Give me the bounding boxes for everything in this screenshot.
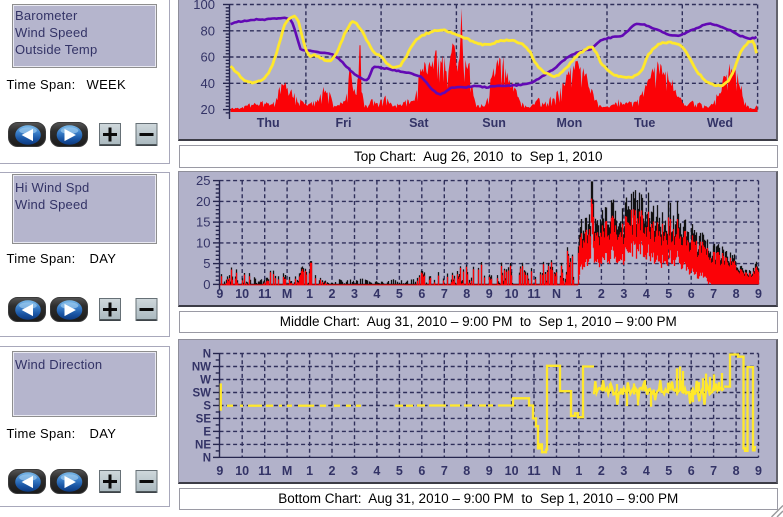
svg-text:2: 2 bbox=[598, 464, 605, 478]
svg-text:7: 7 bbox=[710, 464, 717, 478]
svg-text:5: 5 bbox=[396, 287, 403, 301]
svg-text:Wed: Wed bbox=[707, 116, 733, 130]
svg-text:3: 3 bbox=[351, 287, 358, 301]
svg-text:Sun: Sun bbox=[482, 116, 506, 130]
svg-text:6: 6 bbox=[418, 464, 425, 478]
svg-text:SE: SE bbox=[196, 413, 212, 425]
svg-text:25: 25 bbox=[196, 173, 210, 188]
svg-text:M: M bbox=[282, 287, 292, 301]
svg-text:5: 5 bbox=[396, 464, 403, 478]
svg-text:10: 10 bbox=[505, 287, 519, 301]
svg-text:1: 1 bbox=[306, 464, 313, 478]
svg-text:3: 3 bbox=[620, 464, 627, 478]
svg-text:Sat: Sat bbox=[409, 116, 429, 130]
svg-text:6: 6 bbox=[418, 287, 425, 301]
svg-text:9: 9 bbox=[755, 464, 762, 478]
svg-text:SW: SW bbox=[192, 388, 211, 400]
svg-text:10: 10 bbox=[196, 235, 210, 250]
svg-text:0: 0 bbox=[203, 277, 210, 292]
svg-text:11: 11 bbox=[527, 287, 540, 301]
svg-text:1: 1 bbox=[575, 287, 582, 301]
svg-text:5: 5 bbox=[665, 287, 672, 301]
svg-text:Fri: Fri bbox=[336, 116, 352, 130]
svg-text:Thu: Thu bbox=[257, 116, 280, 130]
svg-text:4: 4 bbox=[643, 464, 650, 478]
svg-text:S: S bbox=[203, 401, 211, 413]
svg-text:5: 5 bbox=[665, 464, 672, 478]
svg-text:N: N bbox=[203, 452, 211, 464]
svg-text:9: 9 bbox=[486, 287, 493, 301]
svg-text:100: 100 bbox=[193, 0, 215, 12]
svg-text:10: 10 bbox=[235, 464, 249, 478]
svg-text:1: 1 bbox=[575, 464, 582, 478]
svg-text:20: 20 bbox=[201, 102, 215, 117]
svg-text:W: W bbox=[200, 375, 211, 387]
svg-text:4: 4 bbox=[373, 464, 380, 478]
svg-text:N: N bbox=[552, 464, 561, 478]
svg-text:4: 4 bbox=[373, 287, 380, 301]
svg-text:8: 8 bbox=[463, 464, 470, 478]
svg-text:9: 9 bbox=[216, 464, 223, 478]
svg-text:8: 8 bbox=[733, 464, 740, 478]
svg-text:8: 8 bbox=[463, 287, 470, 301]
svg-text:11: 11 bbox=[527, 464, 540, 478]
svg-text:9: 9 bbox=[755, 287, 762, 301]
svg-text:10: 10 bbox=[235, 287, 249, 301]
svg-text:Tue: Tue bbox=[634, 116, 655, 130]
svg-text:7: 7 bbox=[441, 464, 448, 478]
svg-text:NW: NW bbox=[192, 362, 211, 374]
svg-text:40: 40 bbox=[201, 76, 215, 91]
svg-text:2: 2 bbox=[329, 464, 336, 478]
svg-text:9: 9 bbox=[216, 287, 223, 301]
svg-text:1: 1 bbox=[306, 287, 313, 301]
svg-text:7: 7 bbox=[441, 287, 448, 301]
svg-text:11: 11 bbox=[258, 464, 271, 478]
svg-text:NE: NE bbox=[195, 439, 211, 451]
svg-text:8: 8 bbox=[733, 287, 740, 301]
svg-text:E: E bbox=[203, 426, 211, 438]
svg-text:15: 15 bbox=[196, 215, 210, 230]
svg-text:Mon: Mon bbox=[557, 116, 583, 130]
svg-text:4: 4 bbox=[643, 287, 650, 301]
svg-text:9: 9 bbox=[486, 464, 493, 478]
svg-text:7: 7 bbox=[710, 287, 717, 301]
svg-text:10: 10 bbox=[505, 464, 519, 478]
svg-text:6: 6 bbox=[688, 464, 695, 478]
svg-text:M: M bbox=[282, 464, 292, 478]
svg-text:20: 20 bbox=[196, 194, 210, 209]
svg-text:3: 3 bbox=[351, 464, 358, 478]
svg-text:60: 60 bbox=[201, 50, 215, 65]
svg-text:N: N bbox=[552, 287, 561, 301]
svg-text:5: 5 bbox=[203, 256, 210, 271]
svg-text:N: N bbox=[203, 349, 211, 361]
svg-text:2: 2 bbox=[598, 287, 605, 301]
svg-text:2: 2 bbox=[329, 287, 336, 301]
svg-text:80: 80 bbox=[201, 23, 215, 38]
svg-text:11: 11 bbox=[258, 287, 271, 301]
svg-text:6: 6 bbox=[688, 287, 695, 301]
svg-text:3: 3 bbox=[620, 287, 627, 301]
